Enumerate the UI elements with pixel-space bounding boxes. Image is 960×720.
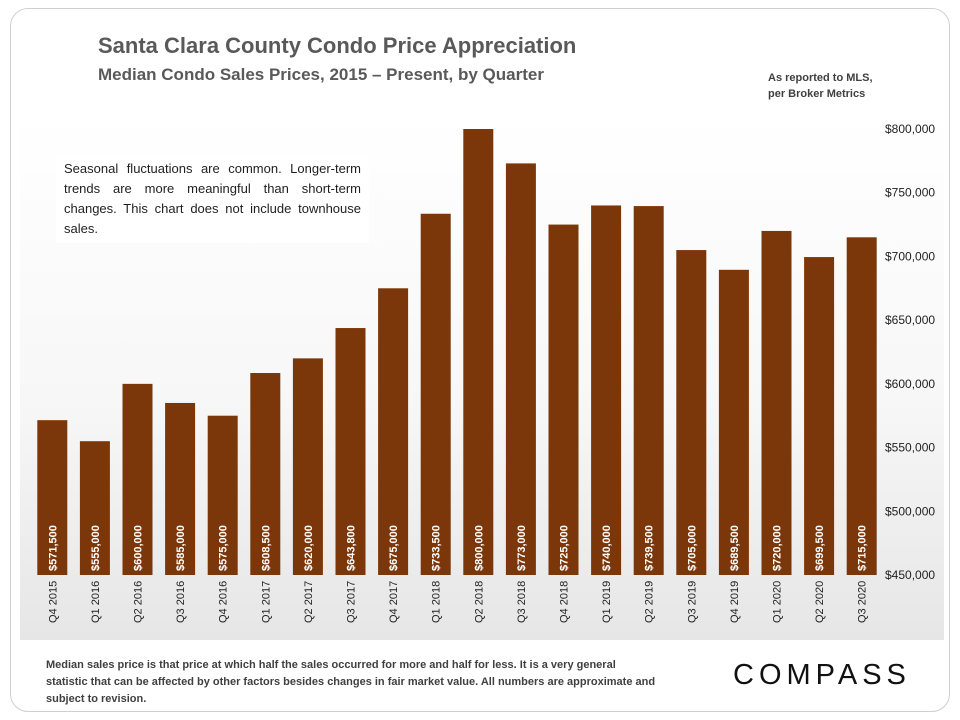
y-tick-label: $450,000 [885,568,935,582]
y-tick-label: $750,000 [885,186,935,200]
x-tick-label: Q3 2019 [686,581,698,623]
bar [846,237,877,576]
x-tick-label: Q4 2015 [47,581,59,623]
bar [79,441,110,575]
bar-data-label: $675,000 [388,525,400,571]
bar-data-label: $733,500 [431,525,443,571]
y-tick-label: $600,000 [885,377,935,391]
bar [548,224,579,576]
bar-data-label: $689,500 [729,525,741,571]
bar [207,415,238,575]
bar-data-label: $643,800 [346,525,358,571]
bar [463,129,494,575]
bar [591,205,622,575]
bar [505,163,536,576]
x-tick-label: Q4 2019 [729,581,741,623]
bar [633,206,664,575]
annotation-box: Seasonal fluctuations are common. Longer… [56,154,369,243]
x-tick-label: Q4 2016 [218,581,230,623]
bar [122,383,153,575]
source-note: As reported to MLS, per Broker Metrics [768,70,873,102]
bar-data-label: $800,000 [473,525,485,571]
x-tick-label: Q4 2018 [559,581,571,623]
bar [718,269,749,575]
footnote: Median sales price is that price at whic… [46,659,656,705]
x-tick-label: Q4 2017 [388,581,400,623]
bar-data-label: $720,000 [772,525,784,571]
bar-data-label: $571,500 [47,525,59,571]
bar-data-label: $585,000 [175,525,187,571]
bar [165,402,196,575]
y-tick-label: $500,000 [885,504,935,518]
bar-data-label: $715,000 [857,525,869,571]
chart-title: Santa Clara County Condo Price Appreciat… [98,33,577,58]
x-tick-label: Q1 2019 [601,581,613,623]
x-tick-label: Q3 2020 [857,581,869,623]
bar-data-label: $739,500 [644,525,656,571]
bar [378,288,409,575]
x-tick-label: Q1 2016 [90,581,102,623]
bar-data-label: $555,000 [90,525,102,571]
y-tick-label: $800,000 [885,122,935,136]
x-tick-label: Q3 2018 [516,581,528,623]
x-tick-label: Q3 2017 [346,581,358,623]
x-tick-label: Q2 2018 [473,581,485,623]
x-tick-label: Q3 2016 [175,581,187,623]
bar [250,373,281,575]
bar [37,420,68,575]
bar-data-label: $600,000 [133,525,145,571]
x-tick-label: Q1 2017 [260,581,272,623]
bar [292,358,323,575]
x-tick-label: Q2 2016 [133,581,145,623]
bar [420,213,451,576]
bar [676,250,707,576]
bar [761,230,792,575]
bar-data-label: $705,000 [686,525,698,571]
x-tick-label: Q2 2020 [814,581,826,623]
y-tick-label: $700,000 [885,249,935,263]
source-line-1: As reported to MLS, [768,72,873,84]
compass-logo: COMPASS [733,659,911,691]
bar-data-label: $725,000 [559,525,571,571]
bar-data-label: $740,000 [601,525,613,571]
y-tick-label: $650,000 [885,313,935,327]
bar-data-label: $699,500 [814,525,826,571]
bar [335,328,366,575]
bar-data-label: $620,000 [303,525,315,571]
x-tick-label: Q1 2018 [431,581,443,623]
source-line-2: per Broker Metrics [768,88,866,100]
bar [804,257,835,575]
x-tick-label: Q1 2020 [772,581,784,623]
bar-data-label: $608,500 [260,525,272,571]
x-tick-label: Q2 2019 [644,581,656,623]
y-tick-label: $550,000 [885,441,935,455]
bar-data-label: $773,000 [516,525,528,571]
x-tick-label: Q2 2017 [303,581,315,623]
chart-subtitle: Median Condo Sales Prices, 2015 – Presen… [98,65,544,84]
bar-data-label: $575,000 [218,525,230,571]
